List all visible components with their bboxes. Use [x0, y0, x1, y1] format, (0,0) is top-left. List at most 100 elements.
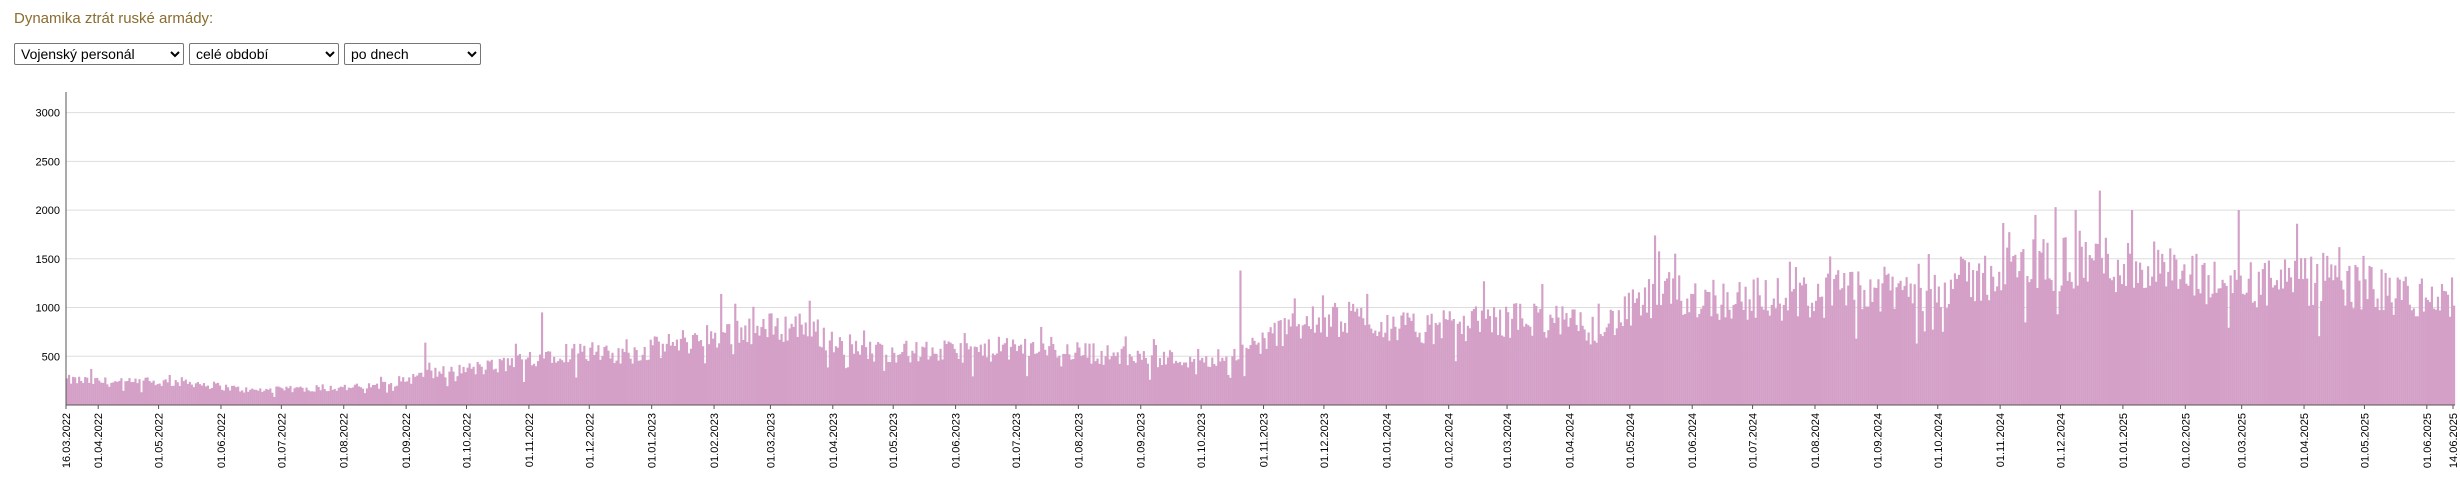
bar[interactable] — [1565, 313, 1568, 405]
bar[interactable] — [1104, 356, 1107, 405]
bar[interactable] — [2235, 279, 2238, 405]
bar[interactable] — [1684, 313, 1687, 405]
bar[interactable] — [786, 340, 789, 405]
bar[interactable] — [458, 364, 461, 405]
bar[interactable] — [921, 346, 924, 405]
bar[interactable] — [1337, 337, 1341, 405]
bar[interactable] — [2446, 294, 2450, 405]
bar[interactable] — [1573, 309, 1576, 405]
bar[interactable] — [180, 377, 183, 405]
bar[interactable] — [2048, 278, 2051, 405]
bar[interactable] — [1525, 323, 1528, 405]
bar[interactable] — [1370, 328, 1373, 405]
bar[interactable] — [750, 344, 753, 405]
bar[interactable] — [2368, 265, 2371, 405]
bar[interactable] — [2187, 285, 2190, 405]
bar[interactable] — [1348, 301, 1351, 405]
bar[interactable] — [2298, 278, 2301, 405]
bar[interactable] — [917, 361, 920, 405]
bar[interactable] — [1066, 344, 1069, 405]
bar[interactable] — [1903, 285, 1906, 405]
bar[interactable] — [2340, 280, 2343, 405]
bar[interactable] — [386, 392, 389, 405]
bar[interactable] — [1746, 319, 1749, 405]
bar[interactable] — [1392, 316, 1395, 405]
bar[interactable] — [1969, 297, 1973, 405]
bar[interactable] — [957, 358, 960, 405]
bar[interactable] — [227, 387, 230, 405]
bar[interactable] — [1285, 334, 1288, 405]
bar[interactable] — [2118, 275, 2122, 405]
bar[interactable] — [305, 387, 308, 405]
bar[interactable] — [1629, 325, 1632, 405]
bar[interactable] — [617, 348, 620, 405]
bar[interactable] — [2215, 292, 2218, 405]
bar[interactable] — [1893, 308, 1896, 405]
bar[interactable] — [233, 385, 236, 405]
bar[interactable] — [504, 371, 507, 405]
bar[interactable] — [1587, 332, 1590, 405]
bar[interactable] — [687, 353, 691, 405]
bar[interactable] — [947, 341, 950, 405]
bar[interactable] — [2070, 281, 2073, 405]
bar[interactable] — [1185, 362, 1188, 405]
bar[interactable] — [291, 392, 294, 405]
bar[interactable] — [1344, 322, 1347, 405]
bar[interactable] — [1589, 344, 1592, 405]
bar[interactable] — [945, 343, 948, 405]
bar[interactable] — [1003, 343, 1007, 405]
bar[interactable] — [2100, 257, 2103, 405]
bar[interactable] — [1154, 345, 1157, 405]
bar[interactable] — [1973, 301, 1977, 405]
bar[interactable] — [154, 385, 157, 405]
bar[interactable] — [442, 366, 445, 405]
bar[interactable] — [718, 343, 721, 405]
bar[interactable] — [1726, 292, 1729, 405]
bar[interactable] — [941, 359, 944, 405]
bar[interactable] — [2022, 249, 2025, 405]
bar[interactable] — [500, 360, 503, 405]
bar[interactable] — [2279, 269, 2283, 405]
bar[interactable] — [2201, 264, 2204, 405]
bar[interactable] — [430, 370, 433, 405]
bar[interactable] — [1535, 305, 1538, 405]
bar[interactable] — [1881, 283, 1884, 405]
bar[interactable] — [722, 332, 725, 405]
bar[interactable] — [1382, 337, 1385, 405]
bar[interactable] — [1494, 317, 1498, 405]
bar[interactable] — [428, 362, 431, 405]
bar[interactable] — [259, 388, 262, 405]
bar[interactable] — [1140, 359, 1143, 405]
bar[interactable] — [257, 390, 260, 405]
bar[interactable] — [1895, 287, 1898, 405]
bar[interactable] — [1022, 353, 1025, 405]
bar[interactable] — [1501, 335, 1504, 405]
bar[interactable] — [1247, 348, 1250, 405]
bar[interactable] — [919, 357, 922, 405]
bar[interactable] — [2177, 288, 2180, 405]
bar[interactable] — [869, 341, 872, 405]
bar[interactable] — [2306, 278, 2309, 405]
bar[interactable] — [1466, 325, 1469, 405]
bar[interactable] — [1229, 377, 1232, 405]
bar[interactable] — [812, 321, 815, 405]
bar[interactable] — [452, 371, 455, 405]
bar[interactable] — [1390, 328, 1393, 405]
bar[interactable] — [2354, 264, 2357, 405]
bar[interactable] — [593, 354, 596, 405]
bar[interactable] — [1168, 350, 1172, 405]
bar[interactable] — [1575, 324, 1578, 405]
bar[interactable] — [1203, 362, 1206, 405]
bar[interactable] — [2378, 310, 2381, 405]
bar[interactable] — [1317, 317, 1321, 405]
bar[interactable] — [214, 383, 218, 405]
bar[interactable] — [2114, 292, 2118, 405]
bar[interactable] — [814, 331, 817, 405]
bar[interactable] — [1742, 309, 1745, 405]
bar[interactable] — [1038, 351, 1041, 405]
bar[interactable] — [1126, 365, 1129, 405]
bar[interactable] — [573, 343, 576, 405]
bar[interactable] — [2358, 280, 2361, 405]
bar[interactable] — [1013, 344, 1017, 405]
bar[interactable] — [496, 372, 499, 405]
